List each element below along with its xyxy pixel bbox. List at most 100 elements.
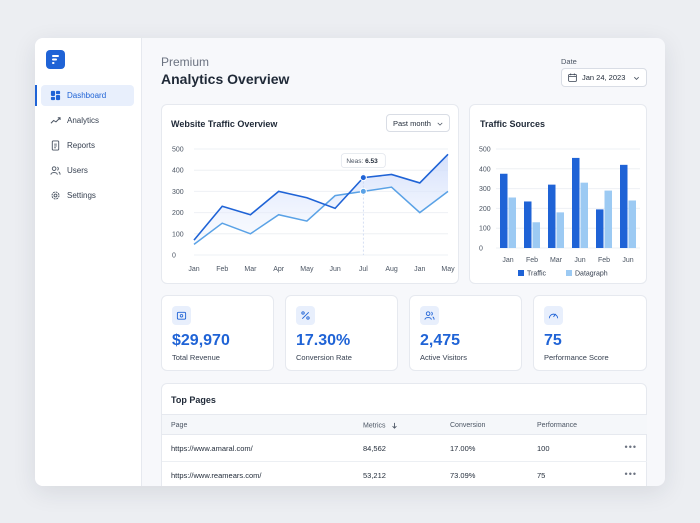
y-tick-label: 400 <box>479 166 491 173</box>
x-tick-label: May <box>441 266 455 273</box>
date-label: Date <box>561 57 577 66</box>
stat-card-visitors: 2,475 Active Visitors <box>409 295 522 371</box>
traffic-overview-card: Website Traffic Overview Past month 500 4… <box>161 104 459 284</box>
sidebar-item-label: Settings <box>67 191 96 200</box>
table-row[interactable]: https://www.amaral.com/ 84,562 17.00% 10… <box>162 435 647 462</box>
users-icon <box>424 311 435 320</box>
stat-label: Conversion Rate <box>296 353 352 362</box>
range-select[interactable]: Past month <box>386 114 450 132</box>
sidebar-item-reports[interactable]: Reports <box>41 135 134 156</box>
active-nav-indicator <box>35 85 37 106</box>
series-line-secondary <box>193 186 449 245</box>
document-icon <box>51 140 60 151</box>
stat-value: 75 <box>544 332 562 349</box>
chevron-down-icon <box>634 76 639 80</box>
sidebar-item-label: Dashboard <box>67 91 107 100</box>
legend-label: Datagraph <box>575 271 608 278</box>
column-header-page[interactable]: Page <box>171 422 188 429</box>
page-title: Analytics Overview <box>161 71 290 87</box>
y-tick-label: 100 <box>172 231 184 238</box>
y-tick-label: 200 <box>172 210 184 217</box>
cell-page[interactable]: https://www.reamears.com/ <box>171 471 262 480</box>
stat-value: 17.30% <box>296 332 351 349</box>
calendar-icon <box>568 73 577 82</box>
y-tick-label: 500 <box>172 147 184 154</box>
bar-traffic <box>572 157 580 248</box>
sidebar-item-label: Users <box>67 166 88 175</box>
bar-traffic <box>524 201 532 248</box>
column-header-conversion[interactable]: Conversion <box>450 422 486 429</box>
stat-icon-box <box>544 306 563 325</box>
table-row[interactable]: https://www.reamears.com/ 53,212 73.09% … <box>162 462 647 486</box>
table-header: Page Metrics Conversion Performance <box>162 414 647 435</box>
sidebar-item-label: Analytics <box>67 116 100 125</box>
main-content: Premium Analytics Overview Date Jan 24, … <box>142 38 665 486</box>
bar-datagraph <box>508 197 516 248</box>
legend-label: Traffic <box>527 271 547 278</box>
date-picker[interactable]: Jan 24, 2023 <box>561 68 647 87</box>
legend-swatch <box>518 270 524 276</box>
cell-performance: 100 <box>537 444 550 453</box>
stat-label: Active Visitors <box>420 353 467 362</box>
x-tick-label: Jan <box>188 266 199 273</box>
sidebar-item-settings[interactable]: Settings <box>41 185 134 206</box>
traffic-sources-card: Traffic Sources 500 400 300 200 100 0 Jan Feb Ma… <box>469 104 647 284</box>
bar-traffic <box>596 209 604 248</box>
logo-icon <box>52 55 59 64</box>
tooltip-label: Neas: 6.53 <box>346 158 378 165</box>
column-header-performance[interactable]: Performance <box>537 422 578 429</box>
cell-performance: 75 <box>537 471 546 480</box>
x-tick-label: Jan <box>414 266 425 273</box>
stat-label: Total Revenue <box>172 353 220 362</box>
y-tick-label: 300 <box>479 186 491 193</box>
bar-traffic <box>548 184 556 248</box>
x-tick-label: Feb <box>526 257 538 264</box>
x-tick-label: Jan <box>502 257 513 264</box>
gauge-icon <box>548 313 559 319</box>
top-pages-title: Top Pages <box>171 395 216 405</box>
traffic-line-chart: 500 400 300 200 100 0 Neas: 6.53 Jan Feb Mar Apr Ma… <box>172 147 455 274</box>
x-tick-label: Jun <box>574 257 585 264</box>
more-options-icon[interactable]: ••• <box>624 469 637 479</box>
trend-icon <box>50 117 61 124</box>
x-tick-label: Jun <box>622 257 633 264</box>
page-subtitle: Premium <box>161 55 210 69</box>
date-value: Jan 24, 2023 <box>582 73 626 82</box>
column-header-label: Metrics <box>363 422 386 430</box>
x-tick-label: Apr <box>273 266 285 273</box>
more-options-icon[interactable]: ••• <box>624 442 637 452</box>
sidebar-item-users[interactable]: Users <box>41 160 134 181</box>
area-fill <box>194 154 448 245</box>
users-icon <box>50 166 61 175</box>
stat-icon-box <box>420 306 439 325</box>
x-tick-label: Jul <box>359 266 368 273</box>
percent-icon <box>301 311 310 320</box>
stat-value: 2,475 <box>420 332 461 349</box>
y-tick-label: 200 <box>479 206 491 213</box>
y-tick-label: 0 <box>479 246 483 253</box>
cell-conversion: 73.09% <box>450 471 476 480</box>
series-line-primary <box>193 153 449 241</box>
traffic-card-title: Website Traffic Overview <box>171 119 278 129</box>
y-tick-label: 500 <box>479 147 491 154</box>
traffic-sources-bar-chart: 500 400 300 200 100 0 Jan Feb Mar Jun Feb Jun Traffi… <box>479 147 640 278</box>
stat-label: Performance Score <box>544 353 609 362</box>
bar-datagraph <box>532 222 540 248</box>
column-header-metrics[interactable]: Metrics <box>363 422 398 429</box>
app-window: Dashboard Analytics Reports <box>35 38 665 486</box>
cell-page[interactable]: https://www.amaral.com/ <box>171 444 253 453</box>
y-tick-label: 0 <box>172 253 176 260</box>
sidebar-item-dashboard[interactable]: Dashboard <box>41 85 134 106</box>
sidebar: Dashboard Analytics Reports <box>35 38 142 486</box>
chevron-down-icon <box>437 122 443 126</box>
bar-datagraph <box>556 212 564 248</box>
bar-datagraph <box>604 190 612 248</box>
cell-metrics: 84,562 <box>363 444 386 453</box>
sidebar-item-analytics[interactable]: Analytics <box>41 110 134 131</box>
wallet-icon <box>176 311 187 320</box>
x-tick-label: Feb <box>598 257 610 264</box>
range-select-value: Past month <box>393 118 431 128</box>
sort-arrow-down-icon <box>391 422 397 429</box>
app-logo[interactable] <box>46 50 65 69</box>
top-pages-card: Top Pages Page Metrics Conversion Perfor… <box>161 383 647 486</box>
